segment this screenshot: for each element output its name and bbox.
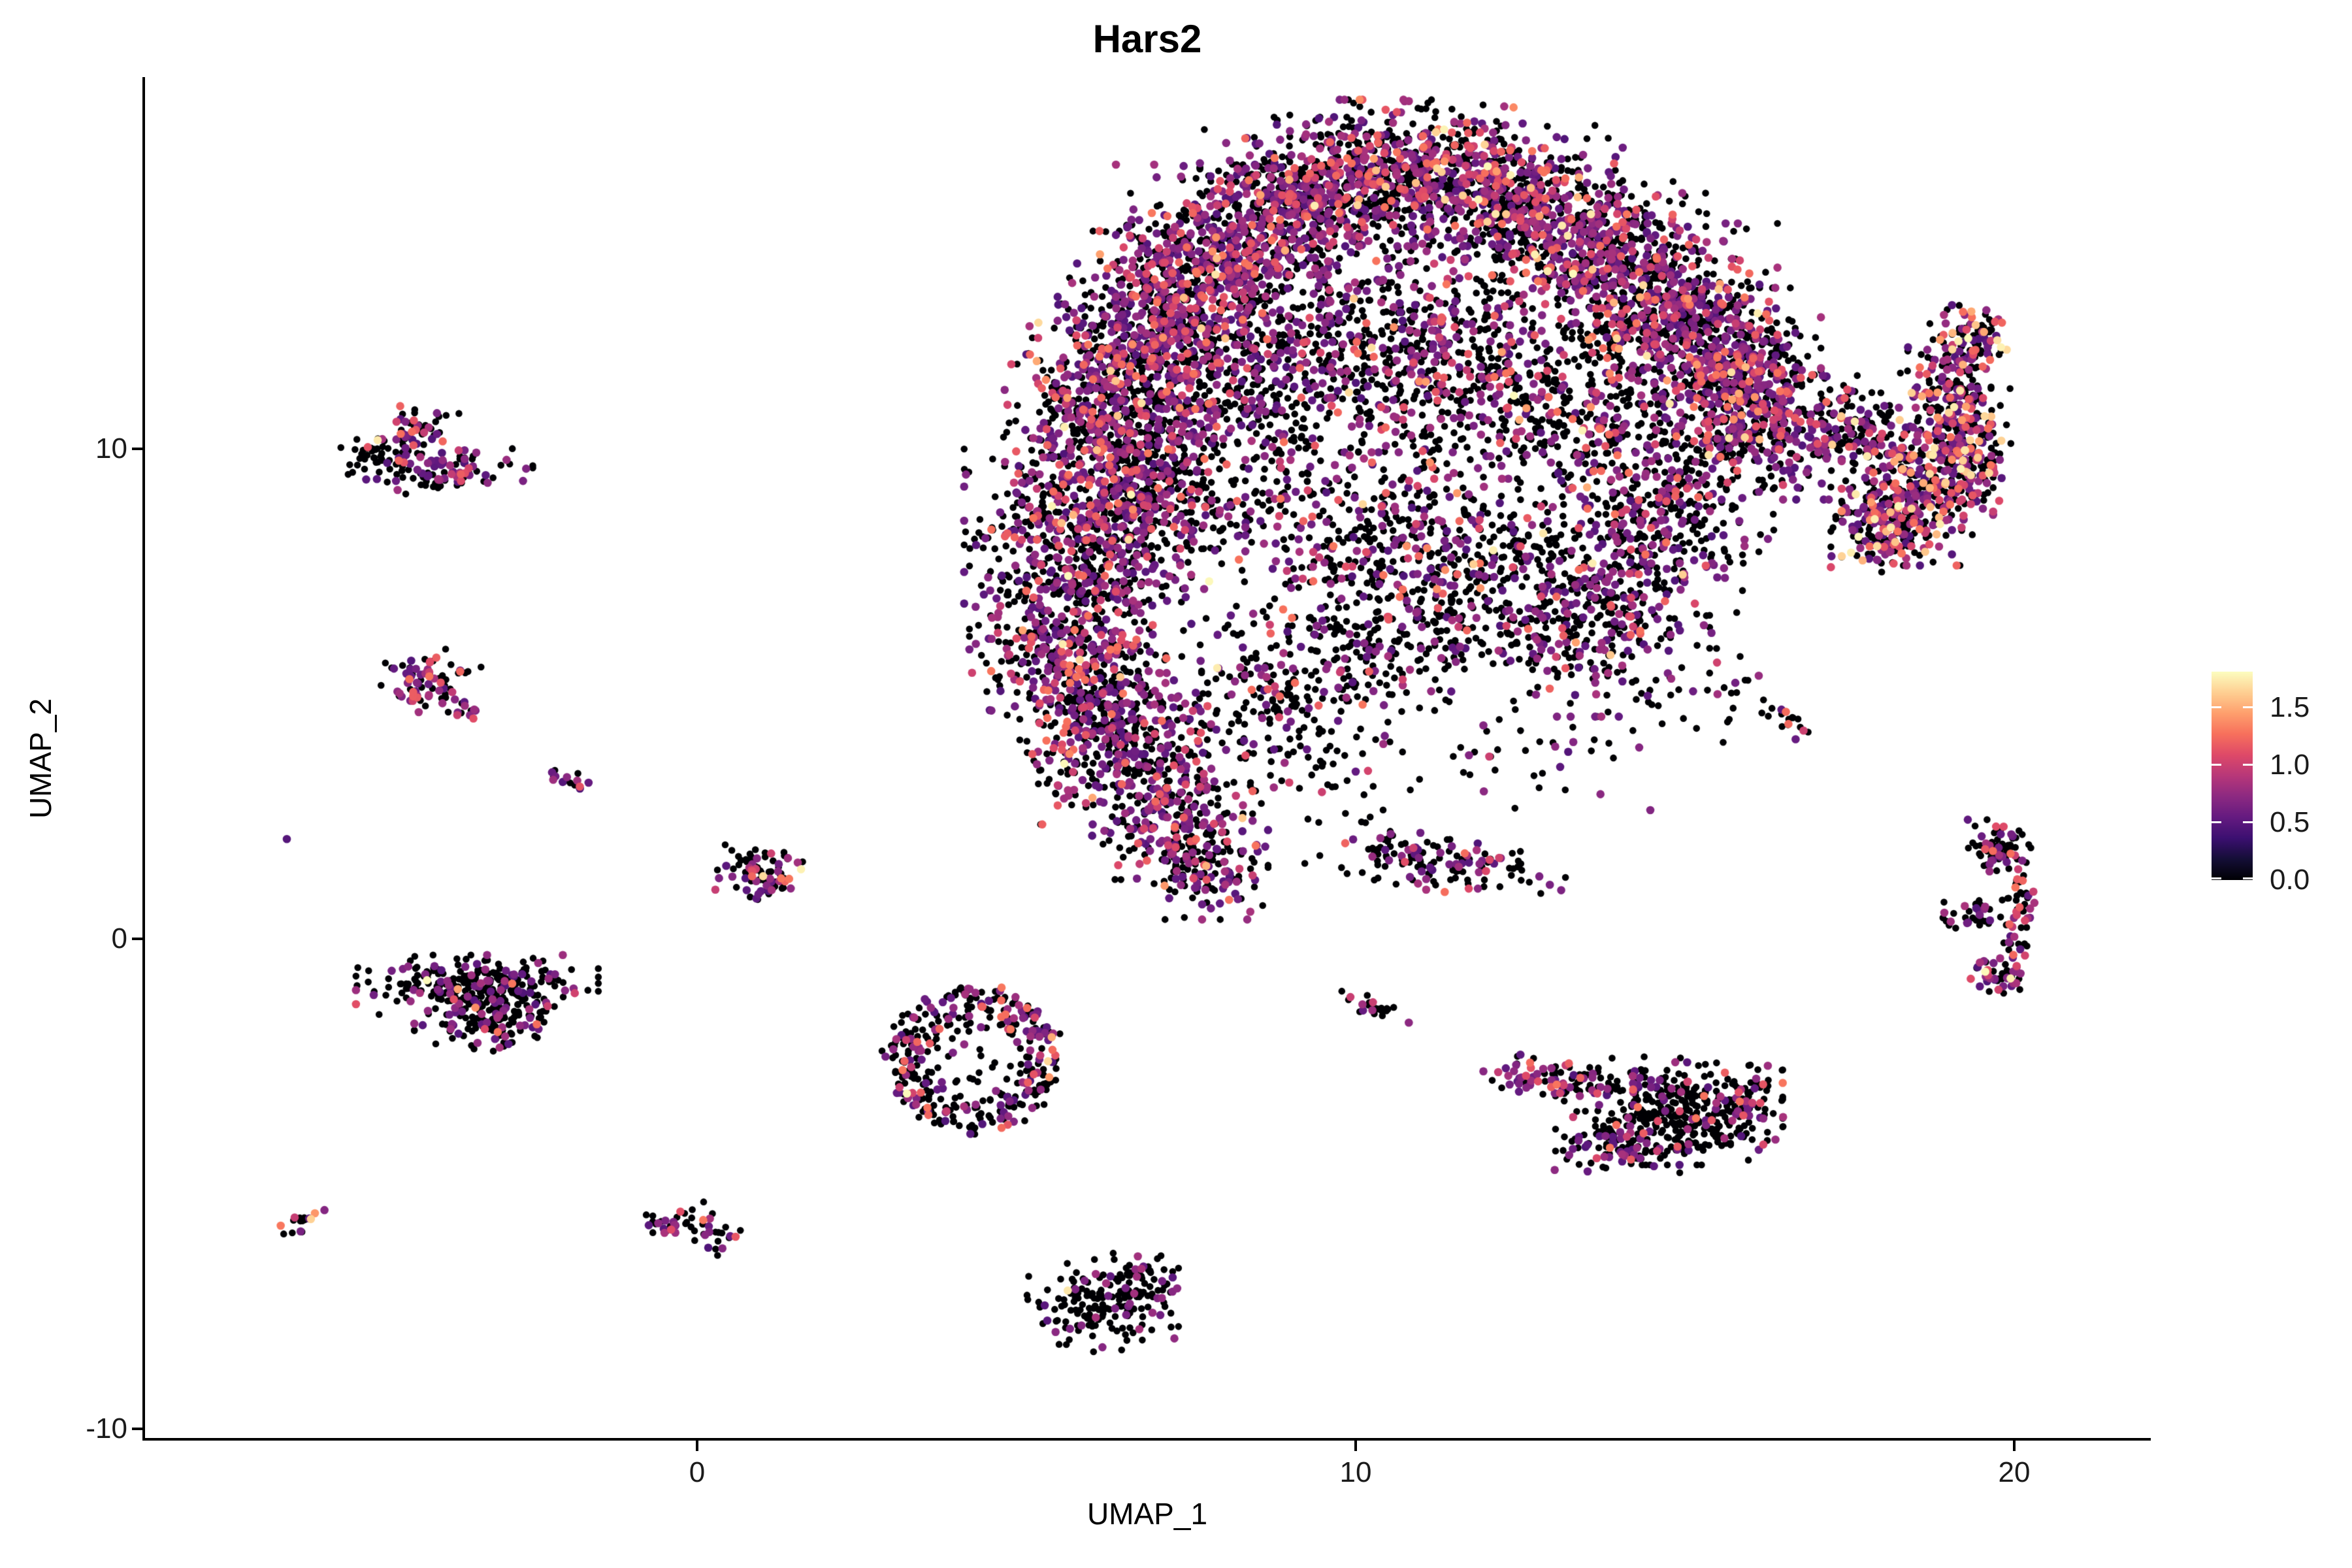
legend-tick-mark (2243, 877, 2253, 879)
x-tick-label: 0 (689, 1456, 706, 1488)
legend-tick-mark (2243, 821, 2253, 824)
y-tick-label: 0 (111, 923, 127, 955)
y-axis-title: UMAP_2 (24, 698, 57, 819)
legend-tick-label: 0.0 (2270, 864, 2310, 896)
y-tick-mark (132, 938, 142, 940)
legend-tick-label: 0.5 (2270, 806, 2310, 838)
x-tick-label: 10 (1339, 1456, 1372, 1488)
legend-tick-mark (2243, 706, 2253, 709)
legend-tick-label: 1.5 (2270, 691, 2310, 723)
x-tick-mark (2013, 1441, 2016, 1451)
legend-tick-mark (2212, 821, 2221, 824)
x-tick-mark (1354, 1441, 1357, 1451)
legend-tick-mark (2243, 764, 2253, 766)
x-tick-label: 20 (1998, 1456, 2031, 1488)
legend-tick-mark (2212, 764, 2221, 766)
x-tick-mark (696, 1441, 698, 1451)
x-axis-title: UMAP_1 (1086, 1497, 1208, 1531)
legend-colorbar (2212, 672, 2253, 880)
y-tick-mark (132, 1428, 142, 1430)
y-tick-mark (132, 448, 142, 450)
plot-title: Hars2 (1092, 17, 1202, 61)
y-tick-label: 10 (95, 433, 127, 465)
y-tick-label: -10 (86, 1413, 127, 1445)
legend-tick-mark (2212, 706, 2221, 709)
legend-tick-label: 1.0 (2270, 748, 2310, 781)
x-axis-line (142, 1438, 2151, 1441)
y-axis-line (142, 77, 145, 1441)
legend-tick-mark (2212, 877, 2221, 879)
